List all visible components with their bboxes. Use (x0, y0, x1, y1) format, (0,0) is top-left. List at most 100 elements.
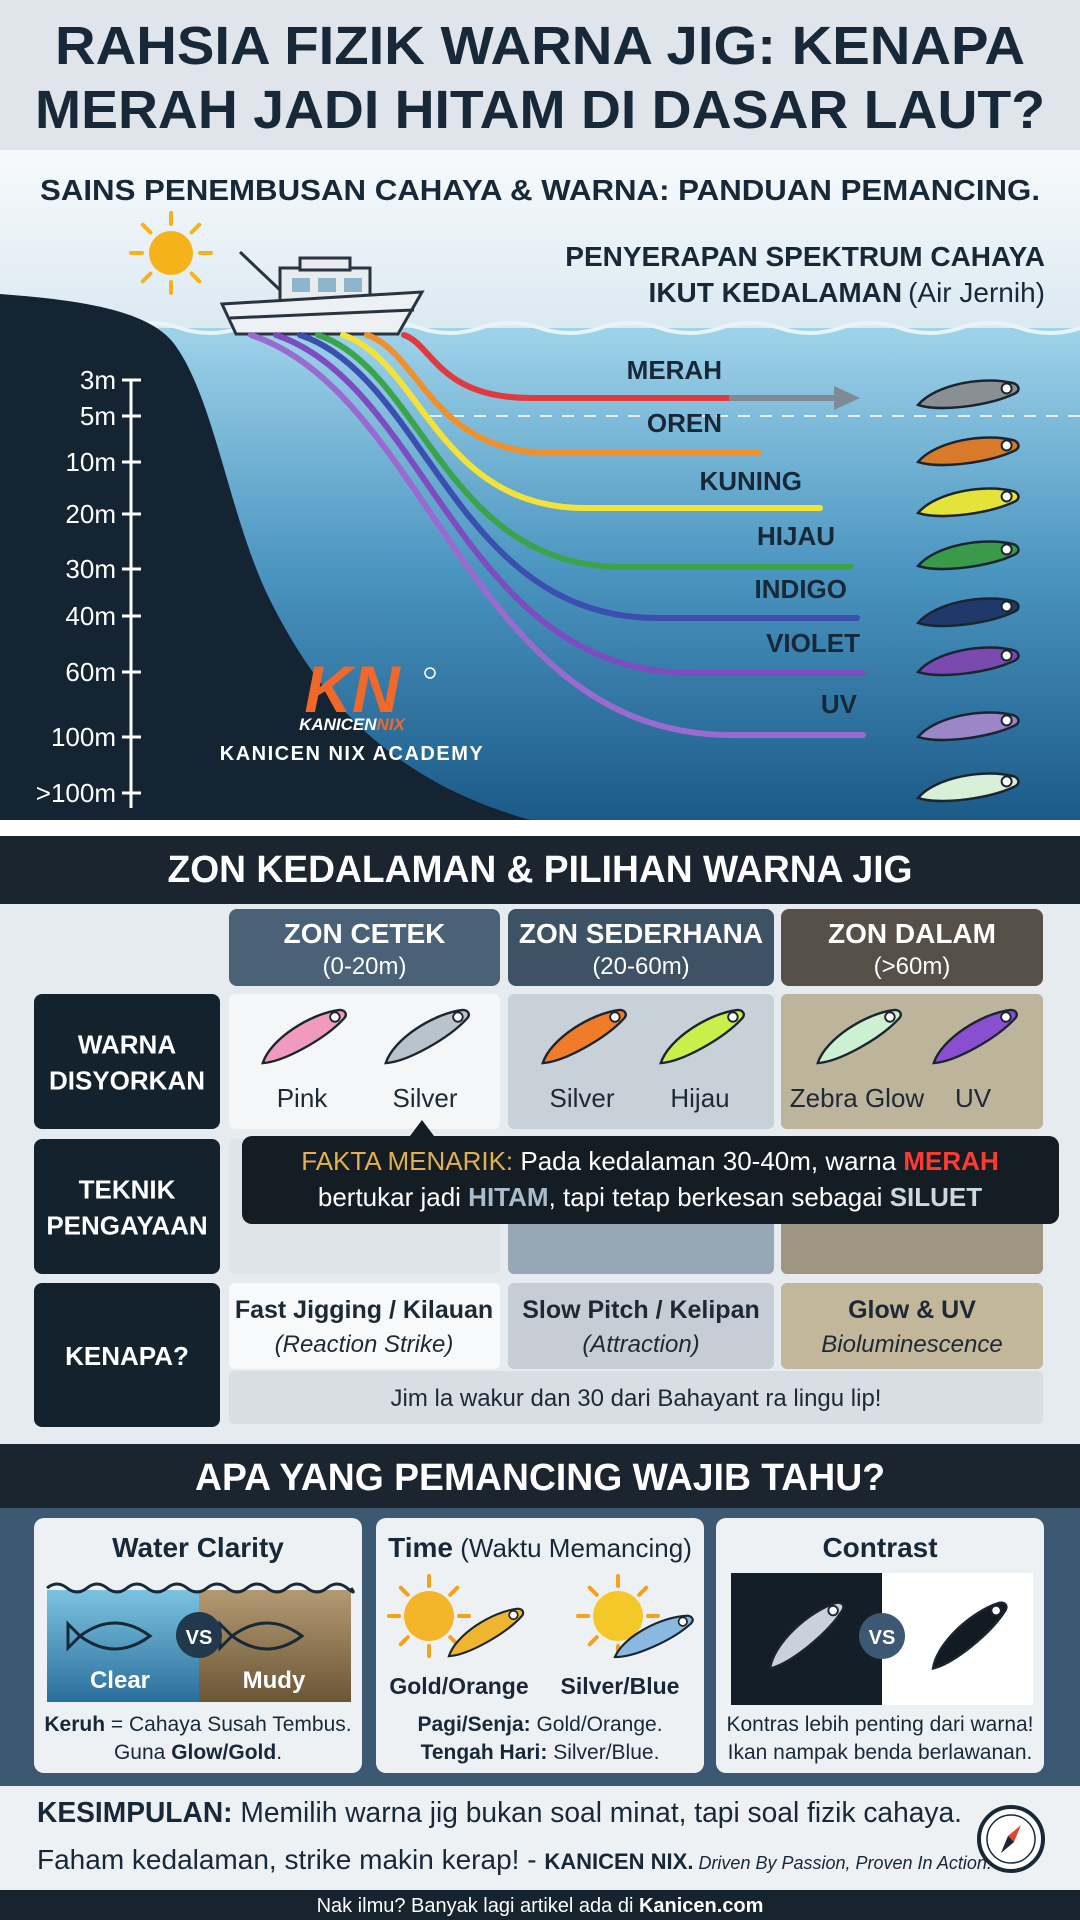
row-label: TEKNIK (79, 1175, 176, 1205)
vs: VS (869, 1627, 896, 1649)
conclusion-bg (0, 1786, 1080, 1890)
jigs (915, 379, 1020, 803)
shape (986, 1814, 1036, 1864)
jig-label: Silver (549, 1083, 614, 1113)
jig-eye (1000, 714, 1013, 727)
jig (915, 646, 1020, 677)
column-header (229, 909, 500, 986)
jig-eye (452, 1011, 464, 1023)
jig-body (931, 1601, 1008, 1671)
jig-body (659, 1008, 745, 1065)
shape (176, 1612, 222, 1658)
jig-label: UV (955, 1083, 992, 1113)
color-label: UV (821, 689, 858, 719)
jig (541, 1008, 627, 1065)
card-note: Tengah Hari: (421, 1741, 548, 1764)
jig-body (541, 1008, 627, 1065)
spectrum-title: IKUT KEDALAMAN (649, 277, 903, 308)
jig-body (261, 1008, 347, 1065)
spectrum-line (340, 332, 823, 511)
conclusion: Faham kedalaman, strike makin kerap! - (37, 1844, 544, 1875)
jig-eye (677, 1616, 688, 1627)
jig (915, 772, 1020, 803)
jig (915, 711, 1020, 742)
fact-text: bertukar jadi HITAM, tapi tetap berkesan… (318, 1182, 982, 1212)
shape (410, 1120, 434, 1136)
shape (859, 1613, 905, 1659)
band (0, 1444, 1080, 1508)
logo: KN KANICENNIX KANICEN NIX ACADEMY (220, 652, 483, 765)
spectrum-line (248, 332, 866, 738)
jig-eye (609, 1011, 621, 1023)
jig (659, 1008, 745, 1065)
footer: Nak ilmu? Banyak lagi artikel ada di (317, 1895, 639, 1917)
sun-ray (398, 1635, 410, 1647)
surface (0, 321, 1080, 335)
sun (129, 211, 213, 295)
label: Silver/Blue (561, 1673, 680, 1699)
depth-label: 3m (80, 365, 116, 395)
shape (292, 278, 310, 292)
fact-box: FAKTA MENARIK: Pada kedalaman 30-40m, wa… (242, 1120, 1059, 1224)
card-note: Pagi/Senja: (417, 1713, 530, 1736)
jig (613, 1614, 694, 1659)
jig-body (915, 711, 1020, 742)
sun (593, 1591, 643, 1641)
jig-label: Silver (392, 1083, 457, 1113)
jig-eye (1000, 490, 1013, 503)
spectrum-note: (Air Jernih) (908, 277, 1045, 308)
shape (318, 278, 336, 292)
conclusion: KESIMPULAN: Memilih warna jig bukan soal… (37, 1797, 962, 1829)
shape (238, 250, 282, 292)
conclusion: Memilih warna jig bukan soal minat, tapi… (233, 1797, 962, 1829)
card-note: Pagi/Senja: Gold/Orange. (417, 1713, 662, 1736)
label: Mudy (243, 1667, 306, 1694)
sun-ray (587, 1635, 599, 1647)
spectrum-title: IKUT KEDALAMAN (Air Jernih) (649, 277, 1045, 308)
jig-body (384, 1008, 470, 1065)
spectrum-title: PENYERAPAN SPEKTRUM CAHAYA (565, 241, 1045, 272)
jig-eye (329, 1011, 341, 1023)
sun (404, 1591, 454, 1641)
jig-label: Zebra Glow (790, 1083, 925, 1113)
card-title: Water Clarity (112, 1532, 284, 1563)
shape (229, 308, 415, 320)
column-header (508, 909, 774, 986)
header-bg (0, 0, 1080, 150)
title: MERAH JADI HITAM DI DASAR LAUT? (35, 80, 1045, 140)
logo-name: KANICENNIX (299, 715, 406, 734)
shape (242, 1136, 1059, 1224)
sun-ray (637, 1585, 649, 1597)
row-label: DISYORKAN (49, 1066, 205, 1096)
footer-link: Kanicen.com (639, 1895, 763, 1917)
jig-body (915, 540, 1020, 571)
spectrum-line (364, 332, 762, 456)
sun-icons (387, 1574, 694, 1659)
color-label: INDIGO (755, 574, 847, 604)
jig-label: Pink (277, 1083, 329, 1113)
jig-eye (1000, 543, 1013, 556)
muddy-water (199, 1590, 351, 1702)
shape (424, 667, 436, 679)
jig (931, 1601, 1008, 1671)
cell (508, 1283, 774, 1369)
card-title-note: (Waktu Memancing) (453, 1533, 692, 1563)
section-title: ZON KEDALAMAN & PILIHAN WARNA JIG (168, 849, 913, 891)
card-title: Time (388, 1532, 453, 1563)
jig-eye (727, 1011, 739, 1023)
fade-arrow (834, 386, 860, 410)
jig (932, 1008, 1018, 1065)
logo-name: KANICEN (299, 715, 377, 734)
sun-ray (140, 222, 153, 235)
brand: KANICEN NIX. (544, 1849, 693, 1874)
jig-body (915, 646, 1020, 677)
jig-body (915, 597, 1020, 628)
card-title: Time (Waktu Memancing) (388, 1532, 692, 1563)
depth-label: 10m (65, 447, 116, 477)
logo-mark: KN (304, 652, 401, 726)
vs: VS (186, 1627, 213, 1649)
spectrum-line (315, 332, 854, 570)
card-note: Gold/Orange. (531, 1713, 663, 1736)
sun-ray (398, 1585, 410, 1597)
vs-badge: VS (176, 1612, 222, 1658)
